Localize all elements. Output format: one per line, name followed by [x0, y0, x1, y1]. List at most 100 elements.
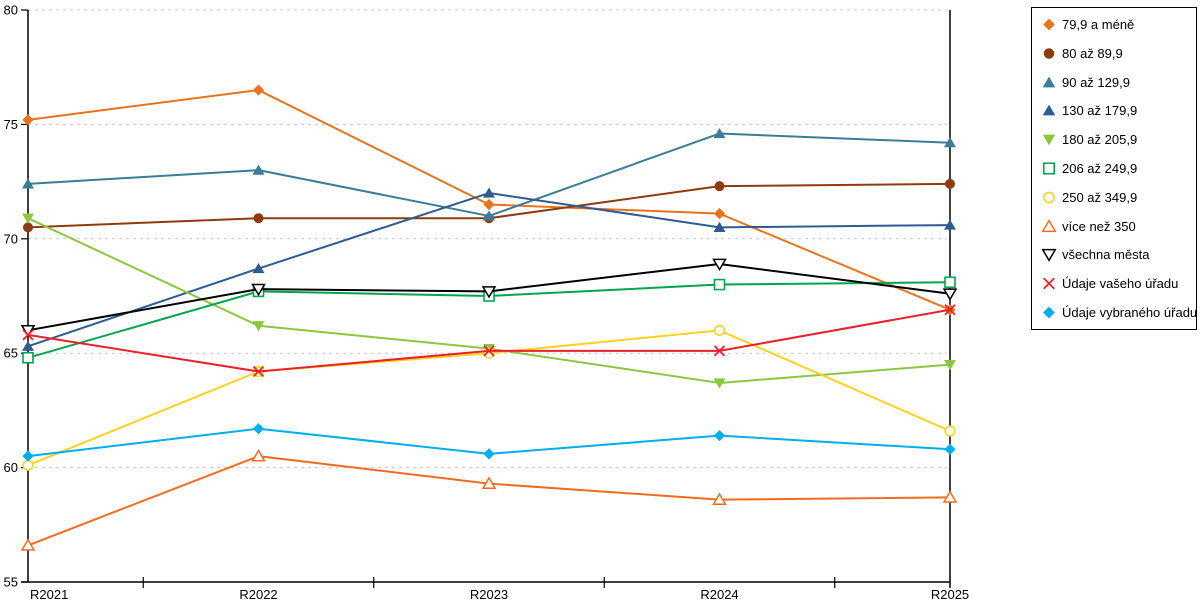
x-marker [252, 365, 265, 378]
legend-item: 250 až 349,9 [1041, 190, 1192, 205]
triangle-up-marker [483, 210, 495, 221]
y-tick-label-60: 60 [4, 460, 18, 475]
x-marker [22, 329, 34, 341]
triangle-up-icon [1042, 105, 1056, 116]
triangle-down-marker [944, 360, 956, 371]
x-icon [1043, 277, 1055, 290]
legend-item-label: 79,9 a méně [1062, 17, 1135, 32]
triangle-up-open-marker [20, 538, 36, 551]
square-open-icon-shape [1042, 162, 1056, 175]
series-line-7 [27, 455, 951, 547]
triangle-up-open-icon-shape [1041, 218, 1057, 232]
triangle-up-icon-shape [1042, 105, 1056, 116]
y-tick-label-70: 70 [4, 231, 18, 246]
triangle-up-open-icon [1041, 218, 1057, 232]
diamond-marker [713, 208, 726, 220]
legend-item-label: 130 až 179,9 [1062, 103, 1138, 119]
y-tick-label-65: 65 [4, 346, 18, 361]
triangle-up-open-marker [251, 449, 266, 462]
circle-icon-shape [1043, 48, 1055, 59]
legend-item: 90 až 129,9 [1041, 75, 1192, 90]
triangle-down-marker [713, 378, 726, 389]
legend-item: 130 až 179,9 [1041, 103, 1192, 118]
y-tick-label-55: 55 [4, 575, 18, 590]
legend-item: Údaje vašeho úřadu [1041, 276, 1192, 291]
legend-item-label: 80 až 89,9 [1062, 45, 1123, 61]
diamond-marker [252, 84, 265, 96]
triangle-down-open-icon [1041, 249, 1057, 263]
legend-item-label: Údaje vašeho úřadu [1062, 276, 1179, 292]
triangle-up-marker [944, 219, 956, 230]
x-tick-label-R2025: R2025 [931, 587, 969, 600]
circle-open-icon-shape [1043, 191, 1055, 204]
legend-item-label: 90 až 129,9 [1062, 74, 1130, 90]
triangle-up-marker [944, 137, 956, 148]
triangle-down-icon-shape [1042, 134, 1056, 146]
x-icon-shape [1043, 277, 1055, 290]
circle-open-icon [1043, 191, 1055, 204]
square-open-marker [22, 351, 34, 364]
triangle-up-marker [22, 178, 34, 189]
legend-item-label: Údaje vybraného úřadu [1062, 304, 1198, 320]
legend-item-label: 206 až 249,9 [1062, 160, 1138, 176]
legend-item: více než 350 [1041, 219, 1192, 234]
triangle-up-marker [22, 340, 34, 351]
triangle-down-open-marker [481, 286, 497, 299]
triangle-down-open-icon-shape [1041, 249, 1057, 263]
triangle-down-open-marker [251, 283, 266, 297]
circle-marker [23, 222, 33, 233]
legend-item: 206 až 249,9 [1041, 161, 1192, 176]
triangle-down-open-marker [942, 288, 958, 301]
circle-open-marker [944, 425, 956, 437]
circle-marker [945, 178, 955, 189]
triangle-up-open-marker [942, 490, 958, 503]
legend: 79,9 a méně 80 až 89,9 90 až 129,9 130 až 1… [1031, 7, 1197, 330]
x-marker [713, 345, 726, 357]
triangle-up-marker [713, 221, 726, 232]
triangle-down-marker [252, 321, 265, 332]
diamond-marker [944, 443, 956, 455]
square-open-marker [713, 278, 726, 291]
diamond-marker [22, 450, 34, 462]
triangle-down-marker [22, 213, 34, 224]
triangle-down-icon [1042, 134, 1056, 146]
legend-item-label: více než 350 [1062, 218, 1136, 234]
circle-icon [1043, 48, 1055, 59]
legend-item-label: 180 až 205,9 [1062, 132, 1138, 148]
circle-marker [253, 213, 264, 224]
x-marker [944, 304, 956, 316]
legend-item-label: všechna města [1062, 247, 1150, 263]
diamond-marker [713, 429, 726, 442]
triangle-down-open-marker [712, 258, 727, 272]
triangle-up-open-marker [481, 476, 497, 489]
triangle-up-marker [483, 187, 495, 198]
y-tick-label-75: 75 [4, 117, 18, 132]
legend-item: Údaje vybraného úřadu [1041, 305, 1197, 320]
square-open-marker [944, 276, 956, 289]
legend-item-label: 250 až 349,9 [1062, 189, 1138, 205]
diamond-icon [1043, 306, 1055, 319]
circle-open-marker [22, 459, 34, 471]
x-tick-label-R2021: R2021 [30, 587, 68, 600]
triangle-up-marker [252, 262, 265, 274]
x-tick-label-R2022: R2022 [239, 587, 277, 600]
circle-open-marker [713, 324, 726, 336]
triangle-up-open-marker [712, 492, 727, 505]
triangle-up-icon [1042, 76, 1056, 87]
circle-marker [714, 181, 725, 192]
diamond-marker [483, 198, 495, 211]
x-tick-label-R2024: R2024 [700, 587, 738, 600]
diamond-marker [22, 114, 34, 126]
diamond-icon-shape [1043, 18, 1055, 31]
diamond-icon [1043, 18, 1055, 31]
triangle-up-marker [252, 164, 265, 175]
legend-item: všechna města [1041, 247, 1192, 262]
legend-item: 180 až 205,9 [1041, 132, 1192, 147]
triangle-up-marker [713, 127, 726, 139]
diamond-marker [483, 448, 495, 460]
x-tick-label-R2023: R2023 [470, 587, 508, 600]
triangle-up-icon-shape [1042, 76, 1056, 87]
y-tick-label-80: 80 [4, 3, 18, 18]
